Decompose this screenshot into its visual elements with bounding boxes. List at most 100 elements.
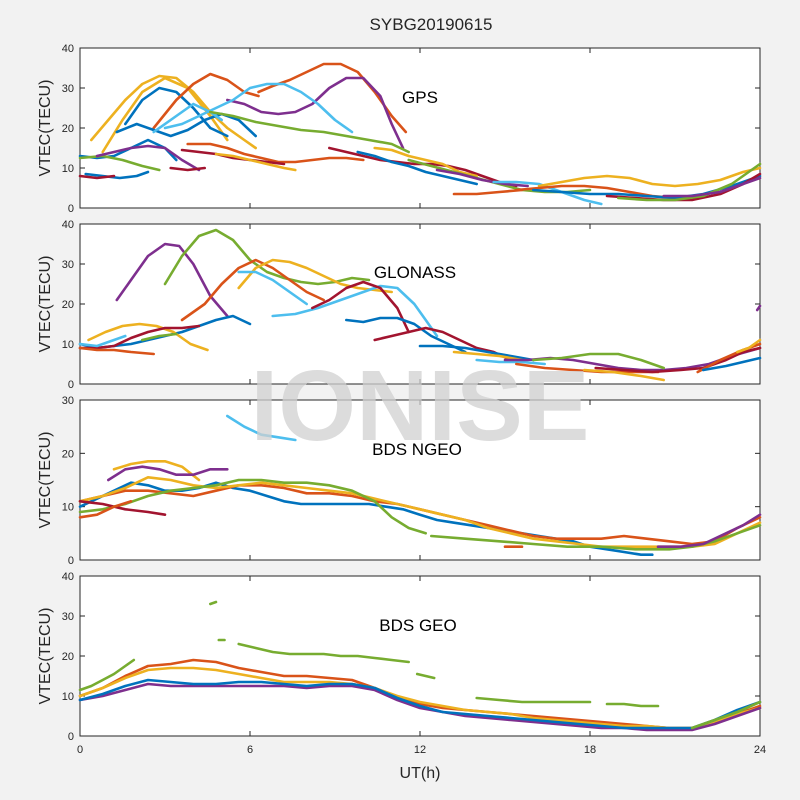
- series-line-0-8: [152, 102, 223, 134]
- series-line-1-22: [594, 346, 762, 374]
- series-line-1-4: [237, 270, 308, 306]
- series-line-0-1: [101, 76, 229, 154]
- y-tick-label: 40: [62, 571, 74, 583]
- series-line-2-10: [656, 513, 762, 548]
- y-tick-label: 40: [62, 219, 74, 231]
- series-line-1-11: [78, 334, 127, 348]
- series-line-3-1: [209, 600, 218, 606]
- series-line-1-19: [532, 352, 665, 370]
- panel-label: GLONASS: [374, 263, 456, 282]
- x-axis-label: UT(h): [400, 765, 441, 782]
- series-line-2-2: [107, 465, 229, 482]
- series-line-0-12: [95, 144, 201, 172]
- series-line-3-8: [78, 666, 762, 730]
- panel-label: GPS: [402, 88, 438, 107]
- series-line-0-13: [84, 170, 150, 180]
- series-line-2-7: [78, 500, 167, 516]
- series-line-1-26: [755, 304, 762, 312]
- y-tick-label: 20: [62, 651, 74, 663]
- panel-label: BDS GEO: [379, 616, 456, 635]
- series-line-1-21: [583, 368, 665, 382]
- y-axis-label: VTEC(TECU): [37, 256, 54, 353]
- series-line-1-0: [115, 242, 229, 318]
- series-line-0-26: [537, 166, 762, 188]
- series-line-3-4: [415, 672, 436, 680]
- series-line-0-14: [78, 174, 116, 180]
- series-line-0-9: [209, 110, 410, 154]
- series-line-1-6: [311, 280, 410, 334]
- x-tick-label: 18: [584, 744, 596, 756]
- panel-0: 0 10 20 30 40 GPS VTEC(TECU): [37, 43, 762, 215]
- series-line-0-23: [435, 168, 529, 188]
- y-tick-label: 10: [62, 502, 74, 514]
- series-line-2-1: [112, 460, 201, 482]
- series-line-0-5: [226, 76, 405, 150]
- plot-area: [79, 575, 761, 737]
- y-tick-label: 30: [62, 83, 74, 95]
- panel-3: 0 10 20 30 40 0 6 12 18 24 BDS GEO VTEC(TECU): [37, 571, 766, 756]
- series-line-0-2: [124, 86, 229, 138]
- y-tick-label: 20: [62, 299, 74, 311]
- series-line-0-21: [373, 146, 478, 178]
- series-line-2-8: [78, 500, 133, 519]
- series-line-1-10: [78, 346, 155, 356]
- panel-label: BDS NGEO: [372, 440, 462, 459]
- series-line-2-9: [430, 524, 762, 551]
- series-line-0-6: [163, 82, 354, 134]
- series-line-1-12: [141, 332, 178, 342]
- y-tick-label: 0: [68, 731, 74, 743]
- series-line-3-3: [237, 642, 410, 664]
- series-line-3-11: [690, 700, 762, 730]
- y-tick-label: 40: [62, 43, 74, 55]
- y-axis-label: VTEC(TECU): [37, 432, 54, 529]
- chart-title: SYBG20190615: [370, 15, 493, 34]
- y-tick-label: 0: [68, 203, 74, 215]
- y-axis-label: VTEC(TECU): [37, 80, 54, 177]
- series-line-0-15: [186, 142, 365, 164]
- y-tick-label: 0: [68, 555, 74, 567]
- y-tick-label: 10: [62, 339, 74, 351]
- series-line-2-5: [78, 476, 762, 548]
- series-line-1-15: [418, 344, 535, 362]
- series-line-1-24: [702, 356, 762, 372]
- series-line-0-24: [452, 188, 524, 196]
- x-tick-label: 0: [77, 744, 83, 756]
- x-tick-label: 24: [754, 744, 766, 756]
- series-line-3-9: [78, 682, 762, 732]
- series-line-0-18: [214, 152, 297, 172]
- y-tick-label: 30: [62, 259, 74, 271]
- y-tick-label: 30: [62, 611, 74, 623]
- series-line-1-25: [736, 338, 762, 354]
- y-tick-label: 10: [62, 163, 74, 175]
- series-line-3-10: [78, 678, 762, 730]
- x-tick-label: 6: [247, 744, 253, 756]
- y-tick-label: 20: [62, 123, 74, 135]
- series-line-1-13: [345, 316, 467, 354]
- panel-1: 0 10 20 30 40 GLONASS VTEC(TECU): [37, 219, 762, 391]
- series-line-3-5: [475, 696, 592, 704]
- series-line-0-30: [617, 162, 762, 202]
- series-line-0-31: [662, 176, 762, 198]
- series-line-1-16: [452, 350, 524, 362]
- series-line-1-17: [475, 358, 546, 366]
- series-line-2-0: [226, 414, 297, 442]
- series-line-0-17: [169, 166, 206, 172]
- series-line-1-2: [180, 258, 325, 322]
- series-line-1-3: [237, 258, 393, 294]
- series-line-1-14: [373, 326, 512, 362]
- y-tick-label: 10: [62, 691, 74, 703]
- series-line-0-7: [115, 112, 257, 138]
- watermark-text: IONISE: [251, 350, 590, 462]
- series-line-1-9: [78, 324, 201, 350]
- x-tick-label: 12: [414, 744, 426, 756]
- y-tick-label: 20: [62, 448, 74, 460]
- panels: 0 10 20 30 40 GPS VTEC(TECU) 0 10 20 30 40 GLONASS VT…: [37, 43, 766, 756]
- y-axis-label: VTEC(TECU): [37, 608, 54, 705]
- panel-2: 0 10 20 30 BDS NGEO VTEC(TECU): [37, 395, 762, 567]
- series-line-0-11: [78, 154, 161, 172]
- y-tick-label: 30: [62, 395, 74, 407]
- series-line-1-5: [271, 284, 439, 338]
- series-line-3-6: [605, 702, 660, 708]
- series-line-0-16: [180, 148, 286, 166]
